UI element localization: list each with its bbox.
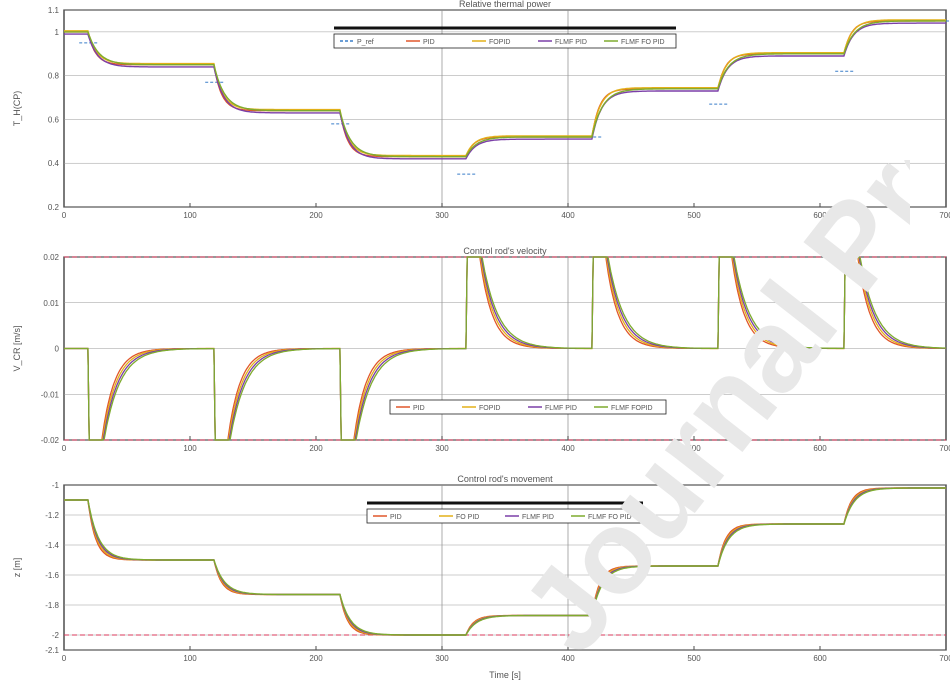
chart-title-1: Control rod's velocity [463,246,547,256]
x-tick-label: 200 [309,444,323,453]
legend-label: FOPID [479,405,500,412]
legend-label: FO PID [456,514,479,521]
legend-label: PID [390,514,402,521]
x-tick-label: 200 [309,654,323,663]
x-tick-label: 0 [62,211,67,220]
x-tick-label: 100 [183,654,197,663]
x-tick-label: 100 [183,444,197,453]
series-line-flmf-fopid [64,256,947,441]
y-tick-label: -1.6 [45,571,59,580]
x-tick-label: 400 [561,654,575,663]
x-tick-label: 0 [62,654,67,663]
legend-label: P_ref [357,39,374,46]
x-tick-label: 300 [435,211,449,220]
legend-label: FOPID [489,39,510,46]
legend-label: PID [423,39,435,46]
legend-label: FLMF PID [545,405,577,412]
y-tick-label: -0.02 [41,436,60,445]
y-tick-label: -2 [52,631,60,640]
x-tick-label: 500 [687,654,701,663]
x-tick-label: 500 [687,211,701,220]
x-tick-label: 700 [939,211,950,220]
series-line-flmf-pid [64,22,946,160]
y-axis-label-0: T_H(CP) [12,91,22,127]
x-tick-label: 600 [813,444,827,453]
x-tick-label: 400 [561,211,575,220]
y-tick-label: 0.4 [48,159,60,168]
series-line-flmf-fo-pid [64,20,946,158]
y-tick-label: 0 [55,345,60,354]
legend-box-0 [333,33,677,49]
legend-label: PID [413,405,425,412]
y-tick-label: -1.4 [45,541,59,550]
x-tick-label: 300 [435,654,449,663]
y-tick-label: -0.01 [41,390,60,399]
x-tick-label: 0 [62,444,67,453]
legend-label: FLMF FO PID [621,39,665,46]
x-tick-label: 300 [435,444,449,453]
y-tick-label: 1 [55,28,60,37]
x-tick-label: 600 [813,211,827,220]
y-tick-label: 0.02 [43,253,59,262]
x-tick-label: 500 [687,444,701,453]
y-tick-label: 0.2 [48,203,60,212]
y-tick-label: -1.8 [45,601,59,610]
series-line-fopid [64,19,946,157]
y-tick-label: -1.2 [45,511,59,520]
legend-label: FLMF PID [555,39,587,46]
x-tick-label: 400 [561,444,575,453]
y-tick-label: 0.8 [48,72,60,81]
y-tick-label: 0.01 [43,299,59,308]
legend-label: FLMF FO PID [588,514,632,521]
y-axis-label-2: z [m] [12,558,22,578]
chart-title-0: Relative thermal power [459,0,551,9]
y-axis-label-1: V_CR [m/s] [12,325,22,371]
x-tick-label: 700 [939,444,950,453]
x-tick-label: 200 [309,211,323,220]
x-tick-label: 100 [183,211,197,220]
legend-label: FLMF PID [522,514,554,521]
y-tick-label: -1 [52,481,60,490]
x-tick-label: 700 [939,654,950,663]
legend-label: FLMF FOPID [611,405,653,412]
x-axis-label: Time [s] [489,670,521,680]
y-tick-label: -2.1 [45,646,59,655]
y-tick-label: 0.6 [48,115,60,124]
series-line-flmf-fo-pid [64,487,946,636]
chart-title-2: Control rod's movement [457,474,553,484]
y-tick-label: 1.1 [48,6,60,15]
x-tick-label: 600 [813,654,827,663]
